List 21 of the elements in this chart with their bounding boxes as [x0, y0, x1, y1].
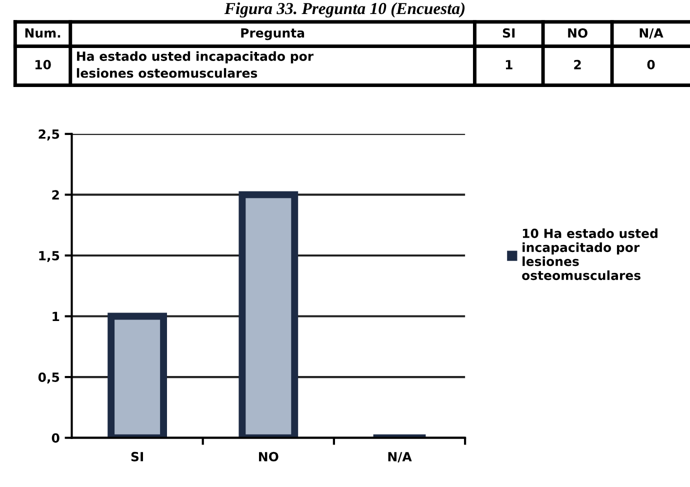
y-tick-label: 1 [52, 312, 60, 322]
y-tick-label: 0 [52, 433, 60, 443]
text: 2 [574, 60, 581, 70]
text: Pregunta [241, 28, 304, 40]
y-tick-label: 0,5 [38, 372, 60, 384]
text: 0 [647, 60, 655, 70]
text: Ha estado usted incapacitado por lesiones osteomusculares [76, 51, 314, 78]
x-tick-label: SI [131, 452, 143, 462]
text: 10 [35, 60, 51, 70]
x-tick-label: NO [259, 452, 278, 462]
y-tick-label: 2,5 [38, 129, 60, 140]
y-tick-label: 1,5 [39, 251, 60, 262]
x-tick-label: N/A [388, 452, 412, 462]
text: 1 [506, 60, 512, 70]
category-label: N/A [640, 28, 664, 39]
y-tick-label: 2 [52, 190, 59, 200]
category-label: NO [568, 28, 588, 38]
legend-label: 10 Ha estado usted incapacitado por lesiones osteomusculares [522, 228, 658, 280]
category-label: SI [502, 28, 515, 38]
text: Num. [25, 28, 60, 38]
chart-title: Figura 33. Pregunta 10 (Encuesta) [224, 2, 465, 18]
